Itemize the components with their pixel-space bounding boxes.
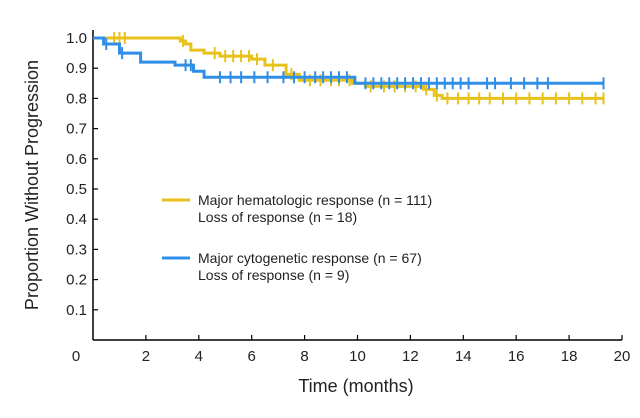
x-tick-label: 12 bbox=[402, 348, 419, 365]
series-1 bbox=[93, 36, 605, 90]
x-tick-label: 8 bbox=[300, 348, 308, 365]
y-tick-label: 0.3 bbox=[66, 241, 87, 258]
legend-sublabel-hematologic: Loss of response (n = 18) bbox=[198, 209, 357, 225]
y-tick-label: 0.5 bbox=[66, 181, 87, 198]
x-tick-label: 6 bbox=[248, 348, 256, 365]
x-tick-label: 10 bbox=[349, 348, 366, 365]
x-tick-label: 2 bbox=[142, 348, 150, 365]
y-tick-label: 0.1 bbox=[66, 302, 87, 319]
legend-sublabel-cytogenetic: Loss of response (n = 9) bbox=[198, 267, 349, 283]
x-tick-label: 18 bbox=[561, 348, 578, 365]
y-tick-label: 0.2 bbox=[66, 272, 87, 289]
x-tick-label: 16 bbox=[508, 348, 525, 365]
x-tick-label: 4 bbox=[195, 348, 203, 365]
x-tick-labels: 0 2 4 6 8 10 12 14 16 18 20 bbox=[72, 335, 631, 365]
y-tick-label: 0.7 bbox=[66, 121, 87, 138]
legend-label-hematologic: Major hematologic response (n = 111) bbox=[198, 192, 432, 208]
x-axis-title: Time (months) bbox=[298, 376, 413, 396]
y-axis-title: Proportion Without Progression bbox=[22, 60, 42, 310]
y-tick-labels: 0.1 0.2 0.3 0.4 0.5 0.6 0.7 0.8 0.9 1.0 bbox=[66, 30, 98, 319]
y-tick-label: 0.4 bbox=[66, 211, 87, 228]
y-tick-label: 0.8 bbox=[66, 90, 87, 107]
x-tick-label: 0 bbox=[72, 348, 80, 365]
legend-label-cytogenetic: Major cytogenetic response (n = 67) bbox=[198, 250, 422, 266]
series-line bbox=[93, 36, 604, 85]
x-tick-label: 20 bbox=[614, 348, 631, 365]
x-tick-label: 14 bbox=[455, 348, 472, 365]
y-tick-label: 0.6 bbox=[66, 151, 87, 168]
y-tick-label: 1.0 bbox=[66, 30, 87, 47]
series-layer bbox=[93, 32, 605, 105]
y-tick-label: 0.9 bbox=[66, 60, 87, 77]
legend: Major hematologic response (n = 111) Los… bbox=[162, 192, 432, 283]
